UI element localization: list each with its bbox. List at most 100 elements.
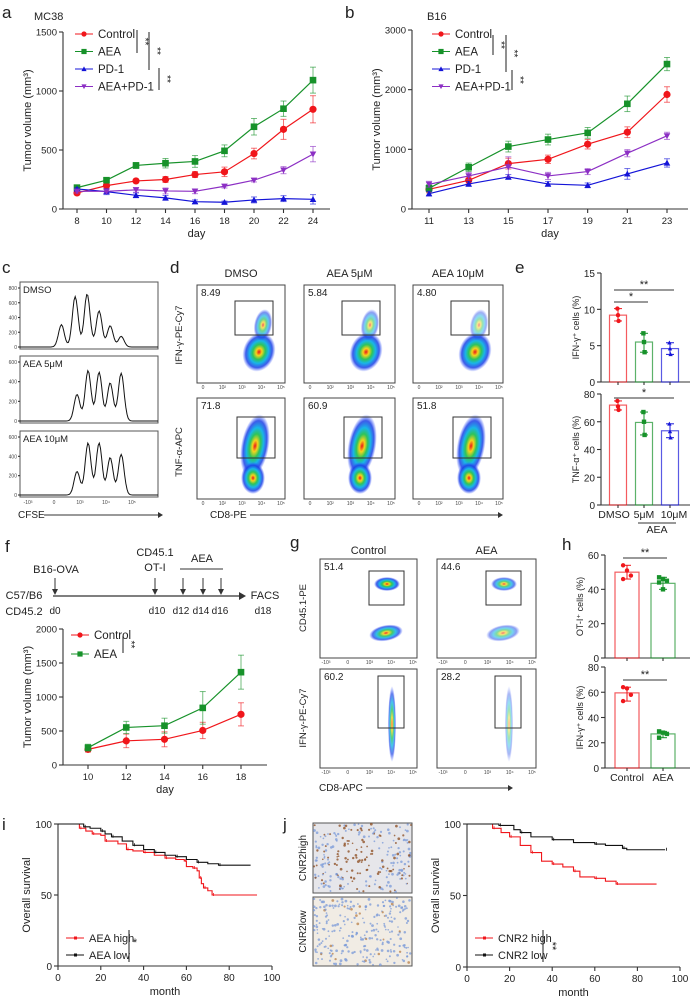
x-tick-label: 0 [202, 501, 205, 507]
histogram-2: 0 200 400 600 AEA 10μM [9, 430, 159, 499]
cell-stain [376, 913, 379, 916]
x-axis-label: day [156, 784, 174, 796]
cell-stain [355, 856, 358, 859]
data-point [132, 162, 140, 169]
cell-stain [407, 946, 409, 949]
chart-i: 0 50 100 0 20 40 60 80 100 month Overall survival A… [21, 820, 281, 998]
arrow-down-icon [218, 589, 224, 595]
cell-stain [365, 956, 368, 959]
data-point [425, 181, 433, 188]
data-point [132, 187, 140, 194]
cell-density [374, 577, 400, 591]
cell-stain [368, 961, 372, 964]
data-point [624, 100, 631, 108]
cell-stain [323, 856, 326, 859]
cell-stain [329, 890, 332, 892]
x-tick-label: 16 [190, 216, 201, 227]
cell-stain [324, 884, 327, 887]
significance-label: ** [139, 38, 150, 46]
x-tick-label: -10³ [24, 500, 33, 506]
cell-stain [407, 860, 410, 863]
cell-stain [406, 919, 410, 923]
cell-stain [336, 852, 339, 856]
y-tick-label: 0 [46, 962, 52, 973]
cell-stain [371, 937, 374, 940]
cell-stain [402, 900, 405, 903]
histogram-label: AEA 5μM [23, 359, 63, 370]
x-tick-label: Control [610, 772, 644, 784]
cell-stain [335, 872, 338, 875]
cell-stain [400, 860, 403, 863]
ihc-image [312, 822, 413, 894]
data-point [584, 129, 591, 137]
cell-stain [363, 921, 366, 924]
y-tick-label: 0 [455, 963, 461, 974]
cell-stain [357, 823, 360, 826]
panel-letter: a [2, 3, 12, 22]
data-point [667, 429, 673, 434]
data-point [663, 60, 671, 68]
cell-stain [388, 920, 391, 923]
readout-label: FACS [251, 590, 280, 602]
panel-letter: d [170, 258, 179, 277]
y-tick-label: 0 [589, 501, 595, 512]
cell-stain [314, 950, 317, 953]
transfer-label: CD45.1 [136, 547, 173, 559]
y-axis-label: Overall survival [430, 858, 442, 933]
y-tick-label: 400 [9, 454, 18, 460]
x-tick-label: 11 [424, 216, 434, 227]
cell-stain [388, 905, 392, 908]
significance-label: * [642, 387, 647, 399]
cell-stain [356, 829, 359, 832]
chart-title: B16 [427, 11, 447, 23]
cell-stain [376, 904, 380, 907]
bar [660, 430, 680, 506]
data-point [191, 170, 199, 179]
data-point [309, 196, 317, 202]
cell-stain [369, 875, 371, 878]
cell-stain [314, 948, 317, 951]
y-tick-label: 80 [588, 663, 600, 674]
cell-stain [348, 907, 351, 910]
cell-stain [376, 872, 380, 875]
data-point [660, 730, 666, 735]
x-tick-label: 100 [264, 973, 281, 984]
cell-stain [362, 840, 366, 844]
x-tick-label: 12 [121, 772, 132, 783]
chart-f: 0 500 1000 1500 2000 10 12 14 16 18 day Tumor volum… [22, 625, 267, 796]
cell-stain [397, 837, 401, 841]
chart-title: MC38 [34, 11, 63, 23]
cell-stain [320, 882, 323, 885]
cell-stain [399, 877, 402, 880]
cell-stain [402, 959, 406, 963]
data-point [668, 435, 673, 440]
cell-stain [404, 907, 407, 910]
x-tick-label: 10⁵ [277, 385, 285, 391]
bar [650, 733, 676, 769]
cell-stain [399, 937, 403, 941]
data-point [624, 170, 631, 177]
cell-stain [401, 906, 404, 909]
cell-stain [399, 911, 402, 914]
cell-stain [317, 875, 320, 878]
cell-stain [315, 846, 318, 849]
cell-stain [335, 834, 338, 837]
y-tick-label: 40 [584, 446, 596, 457]
cell-stain [339, 867, 343, 871]
data-point [77, 651, 83, 657]
cell-density [253, 309, 273, 341]
significance-label: ** [514, 76, 525, 84]
y-tick-label: 400 [9, 380, 18, 386]
cell-stain [365, 937, 368, 941]
flow-plot: 8.49 0 10² 10³ 10⁴ 10⁵ [196, 284, 286, 391]
y-axis-label: TNF-α⁺ cells (%) [571, 416, 581, 483]
x-axis-label: month [558, 987, 589, 999]
panel-letter: g [290, 533, 299, 552]
series-control [73, 95, 317, 197]
cell-stain [337, 874, 339, 877]
cell-stain [391, 853, 395, 857]
data-point [620, 698, 626, 704]
cell-stain [321, 843, 324, 847]
group-label: AEA [646, 524, 667, 536]
gate [341, 300, 381, 336]
